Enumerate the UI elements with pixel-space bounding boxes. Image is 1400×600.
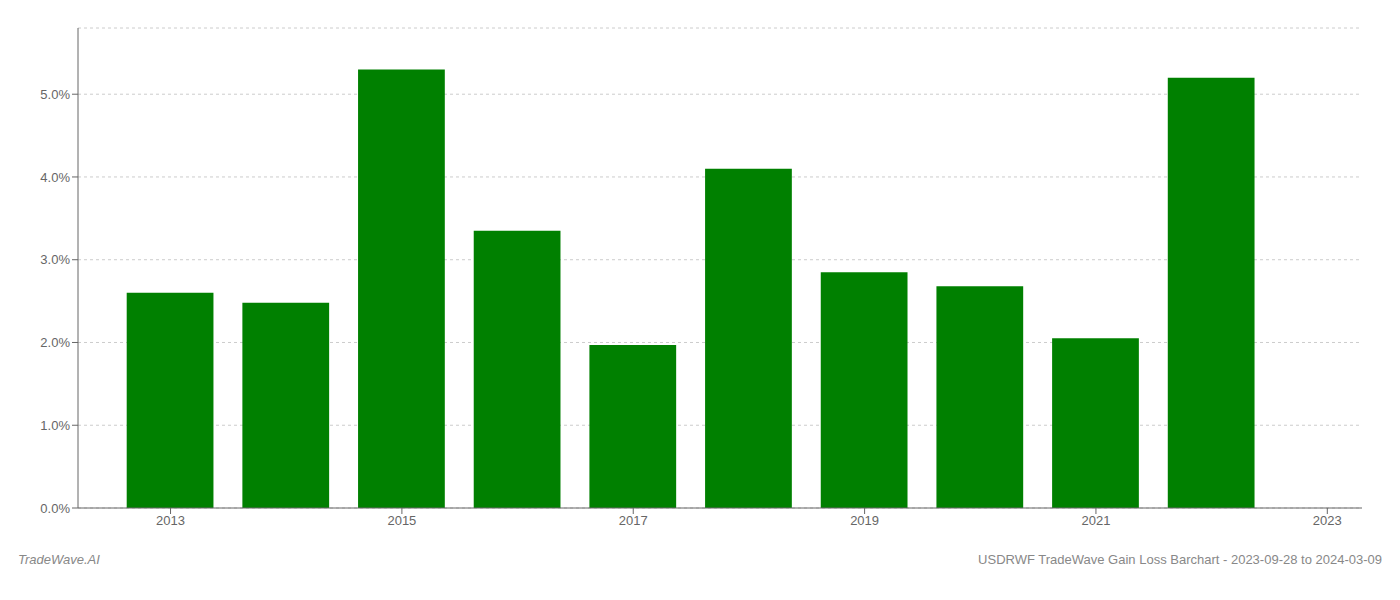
- svg-text:3.0%: 3.0%: [40, 252, 70, 267]
- svg-text:2015: 2015: [387, 513, 416, 528]
- svg-text:2023: 2023: [1313, 513, 1342, 528]
- svg-text:2019: 2019: [850, 513, 879, 528]
- svg-text:2013: 2013: [156, 513, 185, 528]
- svg-text:2017: 2017: [619, 513, 648, 528]
- svg-text:2021: 2021: [1081, 513, 1110, 528]
- svg-text:4.0%: 4.0%: [40, 170, 70, 185]
- svg-text:2.0%: 2.0%: [40, 335, 70, 350]
- svg-text:0.0%: 0.0%: [40, 501, 70, 516]
- html-text:USDRWF TradeWave Gain Loss Bar: USDRWF TradeWave Gain Loss Barchart - 20…: [978, 552, 1382, 567]
- svg-text:5.0%: 5.0%: [40, 87, 70, 102]
- html-text:TradeWave.AI: TradeWave.AI: [18, 552, 100, 567]
- svg-text:1.0%: 1.0%: [40, 418, 70, 433]
